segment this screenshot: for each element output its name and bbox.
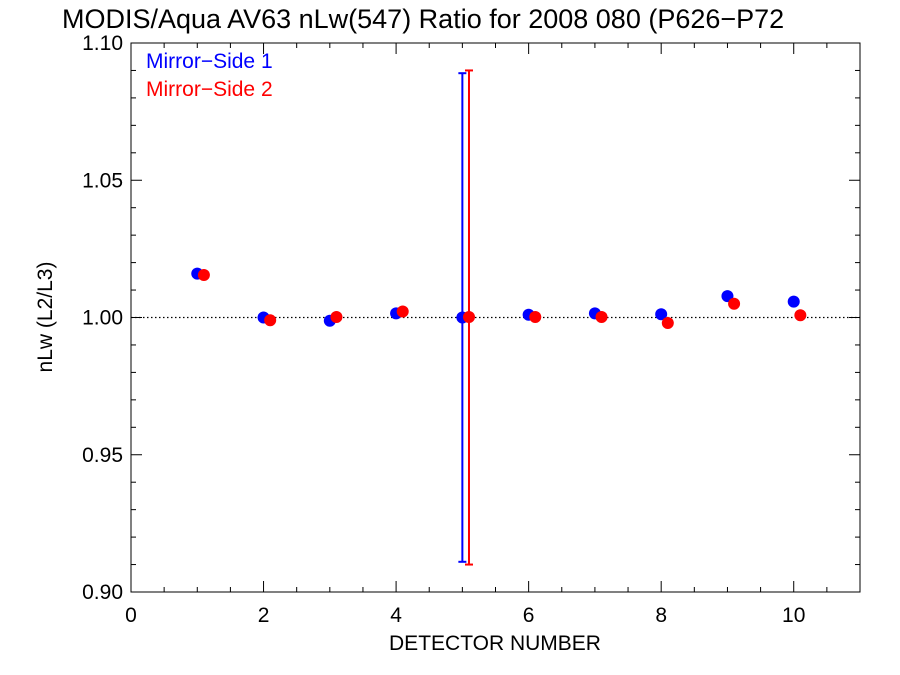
y-tick-label: 1.10 [82,32,123,55]
y-tick-label: 1.00 [82,307,123,330]
data-point-series-2 [197,268,210,281]
y-tick-label: 0.90 [82,581,123,604]
data-point-series-2 [794,309,807,322]
data-point-series-2 [330,310,343,323]
data-point-series-2 [595,310,608,323]
y-axis-label: nLw (L2/L3) [34,262,57,373]
legend: Mirror−Side 1 Mirror−Side 2 [146,50,273,101]
x-tick-label: 8 [655,604,667,627]
data-point-series-1 [655,308,668,321]
legend-label-mirror-side-1: Mirror−Side 1 [146,50,273,73]
x-tick-label: 10 [782,604,805,627]
y-tick-label: 0.95 [82,444,123,467]
axis-tick-labels: 0 2 4 6 8 10 0.90 0.95 1.00 1.05 1.10 [82,32,805,627]
chart-title: MODIS/Aqua AV63 nLw(547) Ratio for 2008 … [62,4,784,34]
data-point-series-2 [661,316,674,329]
axis-ticks [130,42,860,593]
x-axis-label: DETECTOR NUMBER [389,632,601,655]
data-point-series-1 [787,295,800,308]
legend-label-mirror-side-2: Mirror−Side 2 [146,78,273,101]
y-tick-label: 1.05 [82,169,123,192]
data-point-series-2 [264,314,277,327]
x-tick-label: 0 [125,604,137,627]
data-point-series-2 [728,297,741,310]
x-tick-label: 2 [258,604,270,627]
data-points [191,267,807,329]
x-tick-label: 6 [523,604,535,627]
data-point-series-2 [462,310,475,323]
data-point-series-2 [396,305,409,318]
data-point-series-2 [529,310,542,323]
x-tick-label: 4 [390,604,402,627]
